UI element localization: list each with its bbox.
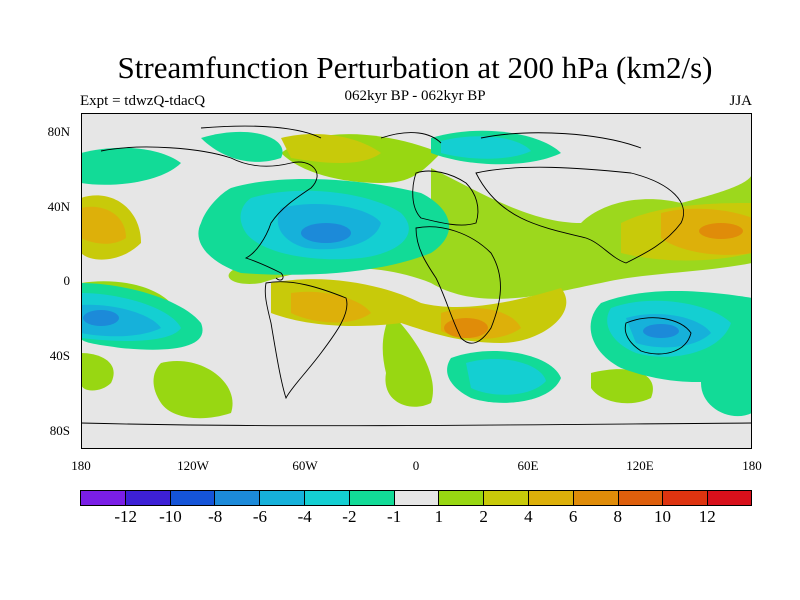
colorbar-label: 1 (434, 507, 444, 526)
colorbar-swatch-9 (484, 491, 529, 505)
chart-subtitle: 062kyr BP - 062kyr BP (344, 88, 486, 104)
map-border (81, 113, 752, 449)
colorbar-swatch-7 (394, 491, 440, 505)
colorbar-label: -4 (297, 507, 312, 526)
xlabel-180w: 180 (71, 458, 91, 473)
xlabel-60e: 60E (517, 458, 539, 473)
colorbar-swatch-2 (170, 491, 216, 505)
experiment-label: Expt = tdwzQ-tdacQ (80, 93, 206, 109)
colorbar-label: -10 (159, 507, 182, 526)
ylabel-40n: 40N (47, 199, 70, 214)
colorbar-label: 4 (524, 507, 533, 526)
colorbar-label: 8 (613, 507, 623, 526)
colorbar-swatch-14 (708, 491, 752, 505)
ylabel-80n: 80N (47, 124, 70, 139)
colorbar-label: 2 (479, 507, 488, 526)
colorbar (81, 491, 752, 505)
colorbar-swatch-0 (81, 491, 126, 505)
map-svg (81, 113, 752, 449)
coastlines (81, 125, 752, 427)
chart-title: Streamfunction Perturbation at 200 hPa (… (117, 50, 713, 85)
map-plot (81, 113, 752, 449)
colorbar-swatch-8 (439, 491, 485, 505)
ylabel-80s: 80S (49, 423, 70, 438)
colorbar-swatch-6 (349, 491, 395, 505)
ylabel-0: 0 (63, 273, 71, 288)
xlabel-120e: 120E (626, 458, 654, 473)
season-label: JJA (729, 93, 752, 109)
colorbar-label: -6 (252, 507, 267, 526)
xlabel-180e: 180 (742, 458, 762, 473)
colorbar-label: -8 (208, 507, 223, 526)
xlabel-60w: 60W (292, 458, 318, 473)
xlabel-120w: 120W (177, 458, 209, 473)
colorbar-label: 10 (654, 507, 672, 526)
ylabel-40s: 40S (49, 348, 70, 363)
contour-level-8 (444, 223, 743, 338)
colorbar-label: 6 (568, 507, 578, 526)
colorbar-swatch-10 (528, 491, 574, 505)
colorbar-label: -1 (387, 507, 402, 526)
contour-level-neg6 (83, 223, 679, 338)
colorbar-label: 12 (698, 507, 716, 526)
colorbar-label: -2 (342, 507, 357, 526)
xlabel-0: 0 (412, 458, 420, 473)
colorbar-swatch-3 (215, 491, 261, 505)
colorbar-swatch-1 (125, 491, 171, 505)
colorbar-swatch-12 (618, 491, 664, 505)
colorbar-swatch-4 (260, 491, 305, 505)
colorbar-label: -12 (114, 507, 138, 526)
colorbar-swatch-13 (663, 491, 709, 505)
colorbar-swatch-5 (304, 491, 350, 505)
colorbar-frame (80, 490, 752, 506)
colorbar-swatch-11 (573, 491, 619, 505)
